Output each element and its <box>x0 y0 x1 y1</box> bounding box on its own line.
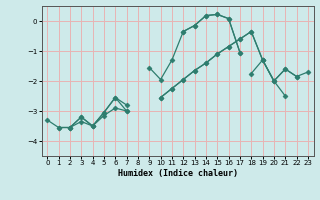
X-axis label: Humidex (Indice chaleur): Humidex (Indice chaleur) <box>118 169 237 178</box>
